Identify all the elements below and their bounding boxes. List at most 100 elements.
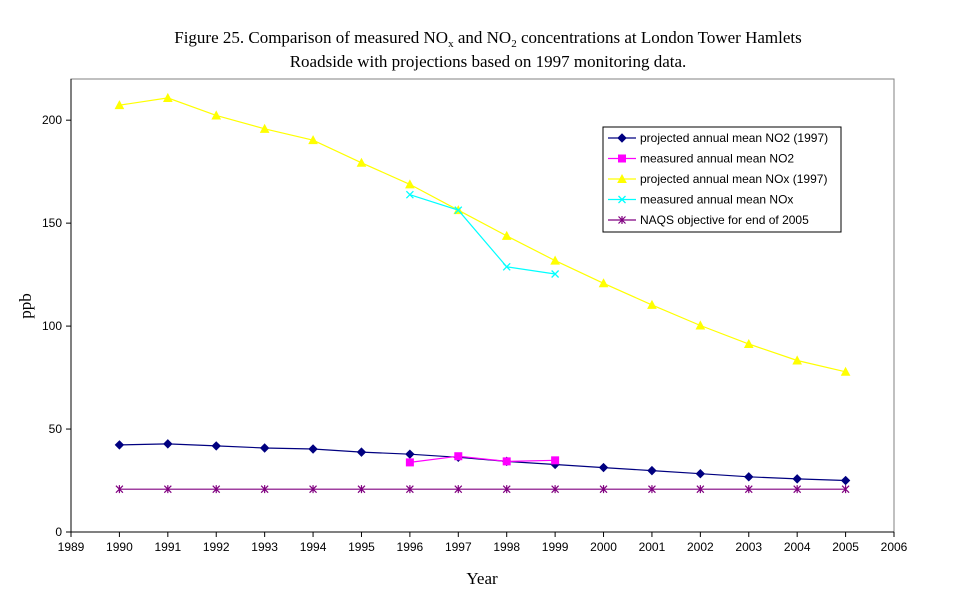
data-point xyxy=(308,135,318,145)
title-subscript-2: 2 xyxy=(511,38,517,50)
data-point xyxy=(599,485,608,494)
legend-item: projected annual mean NO2 (1997) xyxy=(608,131,828,145)
series-1 xyxy=(114,439,851,486)
data-point xyxy=(308,444,318,454)
series-layer xyxy=(114,92,851,494)
x-axis-title: Year xyxy=(466,569,498,588)
data-point xyxy=(840,475,851,486)
data-point xyxy=(405,190,414,199)
data-point xyxy=(405,458,414,467)
y-axis-ticks: 0 50 100 150 200 xyxy=(42,113,71,539)
y-tick-label: 50 xyxy=(49,422,63,436)
data-point xyxy=(211,110,222,120)
x-tick-label: 1991 xyxy=(154,540,181,554)
series-line xyxy=(119,97,846,373)
legend-label: projected annual mean NOx (1997) xyxy=(640,172,827,186)
y-tick-label: 0 xyxy=(55,525,62,539)
series-line xyxy=(119,443,846,482)
data-point xyxy=(551,485,560,494)
data-point xyxy=(502,485,511,494)
data-point xyxy=(211,441,221,451)
data-point xyxy=(743,338,754,349)
data-point xyxy=(648,485,656,494)
data-point xyxy=(744,485,753,494)
legend: projected annual mean NO2 (1997) measured… xyxy=(602,126,842,233)
data-point xyxy=(647,299,657,309)
data-point xyxy=(356,447,367,457)
series-4 xyxy=(405,190,560,278)
x-tick-label: 2001 xyxy=(639,540,666,554)
data-point xyxy=(501,230,512,240)
data-point xyxy=(792,474,802,484)
x-tick-label: 1996 xyxy=(397,540,424,554)
x-tick-label: 1992 xyxy=(203,540,230,554)
data-point xyxy=(454,485,463,494)
x-tick-label: 1995 xyxy=(348,540,375,554)
title-part-2: and NO xyxy=(454,28,512,47)
legend-item: NAQS objective for end of 2005 xyxy=(608,213,809,227)
data-point xyxy=(405,485,414,494)
legend-items: projected annual mean NO2 (1997) measured… xyxy=(608,131,828,227)
data-point xyxy=(212,485,221,494)
x-tick-label: 1994 xyxy=(300,540,327,554)
data-point xyxy=(617,173,627,183)
x-tick-label: 2000 xyxy=(590,540,617,554)
series-5 xyxy=(115,485,850,494)
data-point xyxy=(793,485,802,494)
x-tick-label: 2004 xyxy=(784,540,811,554)
x-tick-label: 1989 xyxy=(58,540,85,554)
x-tick-label: 2006 xyxy=(881,540,908,554)
legend-label: NAQS objective for end of 2005 xyxy=(640,213,809,227)
y-tick-label: 100 xyxy=(42,319,62,333)
data-point xyxy=(356,157,367,167)
data-point xyxy=(618,216,626,224)
x-tick-label: 1993 xyxy=(251,540,278,554)
y-axis-title: ppb xyxy=(16,293,35,319)
data-point xyxy=(454,206,463,215)
data-point xyxy=(647,465,657,476)
series-2 xyxy=(405,452,560,467)
legend-box xyxy=(602,126,842,233)
data-point xyxy=(618,154,626,163)
data-point xyxy=(598,462,609,473)
data-point xyxy=(162,92,173,102)
data-point xyxy=(696,485,705,494)
title-subscript-x: x xyxy=(448,38,454,50)
data-point xyxy=(792,355,803,365)
legend-label: measured annual mean NO2 xyxy=(640,152,794,166)
data-point xyxy=(309,485,317,494)
x-tick-label: 1999 xyxy=(542,540,569,554)
x-axis-ticks: 1989 1990 1991 1992 1993 1994 1995 1996 1997 1998… xyxy=(58,532,908,554)
x-tick-label: 1990 xyxy=(106,540,133,554)
data-point xyxy=(841,485,850,494)
data-point xyxy=(695,320,706,330)
data-point xyxy=(357,485,366,494)
series-line xyxy=(409,194,556,275)
data-point xyxy=(259,123,270,133)
title-part-1: Figure 25. Comparison of measured NO xyxy=(174,28,448,47)
x-tick-label: 2002 xyxy=(687,540,714,554)
axes xyxy=(70,78,895,533)
y-tick-label: 200 xyxy=(42,113,62,127)
title-part-3: concentrations at London Tower Hamlets xyxy=(517,28,802,47)
data-point xyxy=(551,456,560,465)
legend-label: projected annual mean NO2 (1997) xyxy=(640,131,828,145)
data-point xyxy=(502,262,511,271)
data-point xyxy=(617,133,627,143)
data-point xyxy=(550,255,560,265)
data-point xyxy=(163,439,173,449)
x-tick-label: 2003 xyxy=(735,540,762,554)
data-point xyxy=(260,485,269,494)
data-point xyxy=(114,100,125,110)
data-point xyxy=(744,472,754,482)
data-point xyxy=(598,278,609,288)
data-point xyxy=(405,449,415,459)
series-line xyxy=(409,455,556,463)
data-point xyxy=(405,179,415,189)
data-point xyxy=(114,440,125,450)
legend-item: measured annual mean NO2 xyxy=(608,152,794,166)
legend-label: measured annual mean NOx xyxy=(640,193,793,207)
x-tick-label: 1997 xyxy=(445,540,472,554)
data-point xyxy=(840,366,851,376)
